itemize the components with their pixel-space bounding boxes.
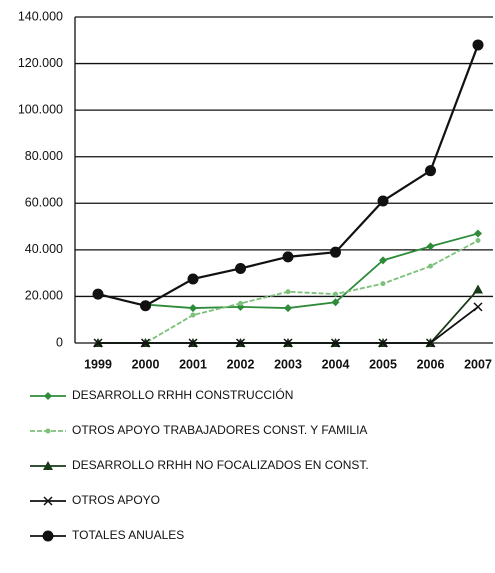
- y-tick-label: 100.000: [18, 102, 63, 116]
- marker: [190, 312, 196, 318]
- marker: [330, 338, 341, 348]
- y-tick-label: 0: [56, 335, 63, 349]
- marker: [474, 229, 482, 238]
- marker: [44, 392, 52, 400]
- marker: [472, 39, 484, 51]
- marker: [333, 291, 338, 297]
- marker: [45, 428, 51, 434]
- marker: [473, 284, 483, 294]
- marker: [377, 195, 389, 207]
- legend-label: TOTALES ANUALES: [72, 528, 184, 542]
- marker: [473, 302, 483, 312]
- marker: [425, 165, 436, 177]
- marker: [331, 298, 340, 307]
- x-tick-label: 2001: [179, 357, 207, 371]
- marker: [188, 338, 198, 348]
- marker: [379, 256, 387, 265]
- marker: [238, 300, 243, 306]
- y-tick-label: 20.000: [25, 289, 63, 303]
- x-tick-label: 2006: [417, 357, 445, 371]
- series-line: [145, 232, 479, 309]
- marker: [187, 273, 199, 285]
- y-tick-label: 140.000: [18, 9, 63, 23]
- marker: [43, 461, 53, 470]
- x-tick-label: 2002: [227, 357, 255, 371]
- legend-label: DESARROLLO RRHH CONSTRUCCIÓN: [72, 387, 293, 402]
- legend-label: OTROS APOYO TRABAJADORES CONST. Y FAMILI…: [72, 423, 367, 437]
- marker: [426, 242, 435, 251]
- marker: [140, 338, 151, 348]
- marker: [378, 338, 388, 348]
- series-line: [98, 288, 479, 344]
- legend-label: OTROS APOYO: [72, 493, 160, 507]
- legend-label: DESARROLLO RRHH NO FOCALIZADOS EN CONST.: [72, 458, 369, 472]
- marker: [92, 288, 104, 300]
- marker: [140, 300, 151, 312]
- y-tick-label: 60.000: [25, 196, 63, 210]
- marker: [282, 251, 294, 263]
- marker: [285, 289, 291, 295]
- x-tick-label: 2004: [322, 357, 350, 371]
- x-tick-label: 2000: [132, 357, 160, 371]
- x-tick-label: 2005: [369, 357, 397, 371]
- x-tick-label: 2003: [274, 357, 302, 371]
- marker: [235, 338, 246, 348]
- x-tick-label: 2007: [464, 357, 492, 371]
- marker: [235, 262, 246, 274]
- marker: [428, 263, 433, 269]
- y-tick-label: 40.000: [25, 242, 63, 256]
- marker: [93, 338, 103, 348]
- x-tick-label: 1999: [84, 357, 112, 371]
- y-tick-label: 80.000: [25, 149, 63, 163]
- y-tick-label: 120.000: [18, 56, 63, 70]
- marker: [330, 246, 341, 258]
- marker: [283, 338, 293, 348]
- marker: [43, 496, 53, 506]
- marker: [284, 304, 292, 313]
- marker: [42, 530, 54, 542]
- marker: [425, 338, 436, 348]
- series-line: [97, 44, 480, 307]
- marker: [189, 304, 197, 313]
- marker: [475, 238, 481, 244]
- marker: [380, 281, 386, 287]
